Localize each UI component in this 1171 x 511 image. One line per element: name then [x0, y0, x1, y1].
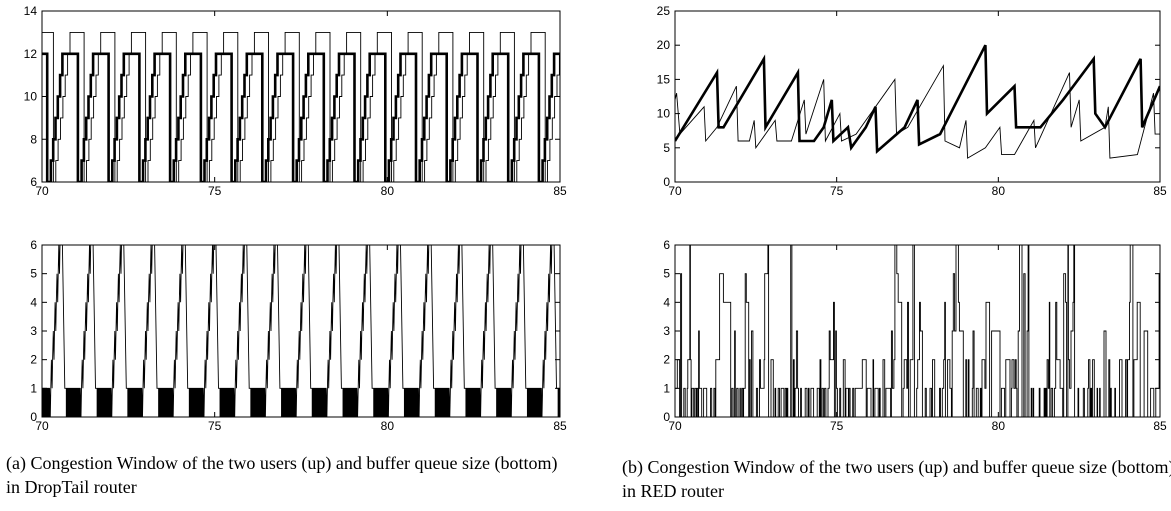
x-tick-label: 75 [830, 184, 844, 198]
x-tick-label: 75 [208, 419, 222, 433]
y-tick-label: 0 [30, 410, 37, 424]
y-tick-label: 5 [30, 267, 37, 281]
series-line-thin-1 [42, 31, 560, 182]
y-tick-label: 6 [663, 238, 670, 252]
y-tick-label: 8 [30, 132, 37, 146]
plot-frame [674, 10, 1161, 183]
y-tick-label: 5 [663, 141, 670, 155]
x-tick-label: 80 [992, 419, 1006, 433]
droptail-congestion-window-chart: 70 75 80 85 6 8 10 12 14 [24, 4, 567, 198]
x-tick-label: 80 [381, 419, 395, 433]
series-line-thin-0 [42, 245, 560, 417]
x-tick-label: 70 [35, 184, 49, 198]
x-tick-label: 85 [553, 184, 567, 198]
series-line-thick-0 [42, 52, 560, 182]
y-tick-label: 25 [657, 4, 671, 18]
y-tick-label: 3 [663, 324, 670, 338]
y-tick-label: 4 [30, 295, 37, 309]
y-tick-label: 0 [663, 175, 670, 189]
x-tick-label: 75 [830, 419, 844, 433]
y-tick-label: 10 [24, 90, 38, 104]
y-tick-label: 3 [30, 324, 37, 338]
x-tick-label: 85 [553, 419, 567, 433]
x-tick-label: 70 [668, 184, 682, 198]
x-tick-label: 85 [1153, 184, 1167, 198]
x-tick-label: 80 [381, 184, 395, 198]
droptail-queue-size-chart: 70 75 80 85 0 1 2 3 4 5 6 [30, 238, 567, 433]
series-line-thin-0 [675, 245, 1160, 417]
series-group [42, 245, 560, 417]
y-tick-label: 2 [30, 353, 37, 367]
x-tick-label: 85 [1153, 419, 1167, 433]
series-line-thin-1 [675, 64, 1160, 159]
y-tick-label: 10 [657, 107, 671, 121]
y-tick-label: 12 [24, 47, 38, 61]
plot-frame [674, 244, 1161, 418]
y-tick-label: 0 [663, 410, 670, 424]
y-tick-label: 6 [30, 175, 37, 189]
series-line-thick-0 [675, 44, 1160, 154]
y-tick-label: 20 [657, 38, 671, 52]
caption-red: (b) Congestion Window of the two users (… [622, 457, 1171, 501]
y-tick-label: 5 [663, 267, 670, 281]
x-tick-label: 70 [668, 419, 682, 433]
x-tick-label: 70 [35, 419, 49, 433]
red-queue-size-chart: 70 75 80 85 0 1 2 3 4 5 6 [663, 238, 1167, 433]
red-congestion-window-chart: 70 75 80 85 0 5 10 15 20 25 [657, 4, 1167, 198]
series-group [675, 245, 1160, 417]
series-group [42, 31, 560, 182]
caption-droptail: (a) Congestion Window of the two users (… [6, 453, 558, 497]
y-tick-label: 15 [657, 72, 671, 86]
x-tick-label: 80 [992, 184, 1006, 198]
y-tick-label: 2 [663, 353, 670, 367]
y-tick-label: 1 [30, 381, 37, 395]
series-group [675, 44, 1160, 159]
y-tick-label: 6 [30, 238, 37, 252]
y-tick-label: 14 [24, 4, 38, 18]
y-tick-label: 4 [663, 295, 670, 309]
x-tick-label: 75 [208, 184, 222, 198]
y-tick-label: 1 [663, 381, 670, 395]
